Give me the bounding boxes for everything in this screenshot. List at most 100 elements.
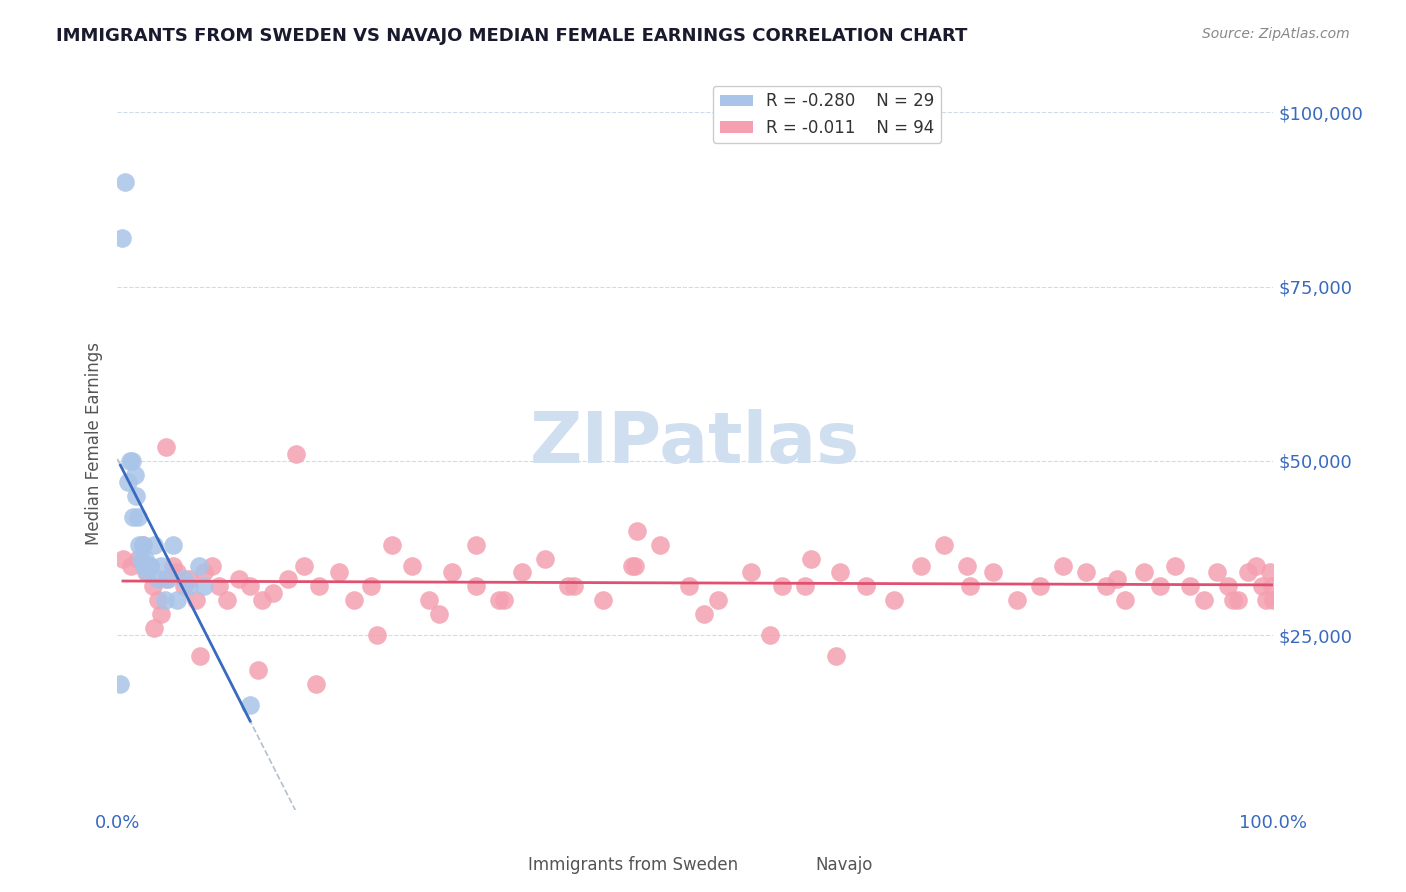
Point [1052,558,1074,573]
Point [1263,593,1285,607]
Point [146,593,169,607]
Point [150,558,173,573]
Point [1250,579,1272,593]
Point [208,579,231,593]
Point [1258,566,1281,580]
Point [510,566,533,580]
Point [111,551,134,566]
Point [150,607,173,622]
Point [624,558,647,573]
Point [1028,579,1050,593]
Point [177,579,200,593]
Point [855,579,877,593]
Point [1192,593,1215,607]
Point [193,566,215,580]
Point [138,558,160,573]
Point [1216,579,1239,593]
Point [1114,593,1136,607]
Point [592,593,614,607]
Point [343,593,366,607]
Point [143,538,166,552]
Text: Source: ZipAtlas.com: Source: ZipAtlas.com [1202,27,1350,41]
Point [128,538,150,552]
Point [693,607,716,622]
Point [155,440,177,454]
Point [127,551,149,566]
Point [418,593,440,607]
Point [1178,579,1201,593]
Point [1094,579,1116,593]
Point [155,573,177,587]
Point [162,558,184,573]
Legend: R = -0.280    N = 29, R = -0.011    N = 94: R = -0.280 N = 29, R = -0.011 N = 94 [713,86,941,144]
Point [800,551,823,566]
Point [132,558,155,573]
Point [1164,558,1187,573]
Point [250,593,273,607]
Point [770,579,793,593]
Point [120,558,142,573]
Text: IMMIGRANTS FROM SWEDEN VS NAVAJO MEDIAN FEMALE EARNINGS CORRELATION CHART: IMMIGRANTS FROM SWEDEN VS NAVAJO MEDIAN … [56,27,967,45]
Point [162,538,184,552]
Point [1256,593,1278,607]
Text: Immigrants from Sweden: Immigrants from Sweden [527,856,738,874]
Point [157,573,180,587]
Point [193,579,215,593]
Point [678,579,700,593]
Point [650,538,672,552]
Text: ZIPatlas: ZIPatlas [530,409,860,478]
Point [1244,558,1267,573]
Point [401,558,423,573]
Point [328,566,350,580]
Point [1132,566,1154,580]
Point [122,509,145,524]
Point [1236,566,1258,580]
Point [620,558,643,573]
Point [464,538,486,552]
Point [184,593,207,607]
Point [360,579,382,593]
Text: Navajo: Navajo [815,856,872,874]
Point [131,551,153,566]
Point [135,566,157,580]
Point [117,475,139,489]
Point [114,175,136,189]
Point [707,593,730,607]
Point [247,663,270,677]
Point [118,454,141,468]
Point [883,593,905,607]
Point [285,447,308,461]
Point [228,573,250,587]
Point [153,593,176,607]
Point [262,586,284,600]
Point [959,579,981,593]
Point [215,593,238,607]
Point [557,579,579,593]
Point [308,579,330,593]
Point [464,579,486,593]
Point [427,607,450,622]
Point [125,489,148,503]
Point [131,538,153,552]
Point [626,524,648,538]
Point [441,566,464,580]
Point [534,551,557,566]
Point [124,467,146,482]
Point [494,593,516,607]
Point [1149,579,1171,593]
Point [488,593,510,607]
Point [188,558,211,573]
Point [305,677,328,691]
Point [142,579,165,593]
Point [759,628,782,642]
Point [134,551,156,566]
Point [294,558,316,573]
Point [143,621,166,635]
Point [1074,566,1097,580]
Point [1222,593,1244,607]
Point [136,566,159,580]
Point [138,558,160,573]
Point [910,558,932,573]
Point [239,698,262,712]
Point [166,566,188,580]
